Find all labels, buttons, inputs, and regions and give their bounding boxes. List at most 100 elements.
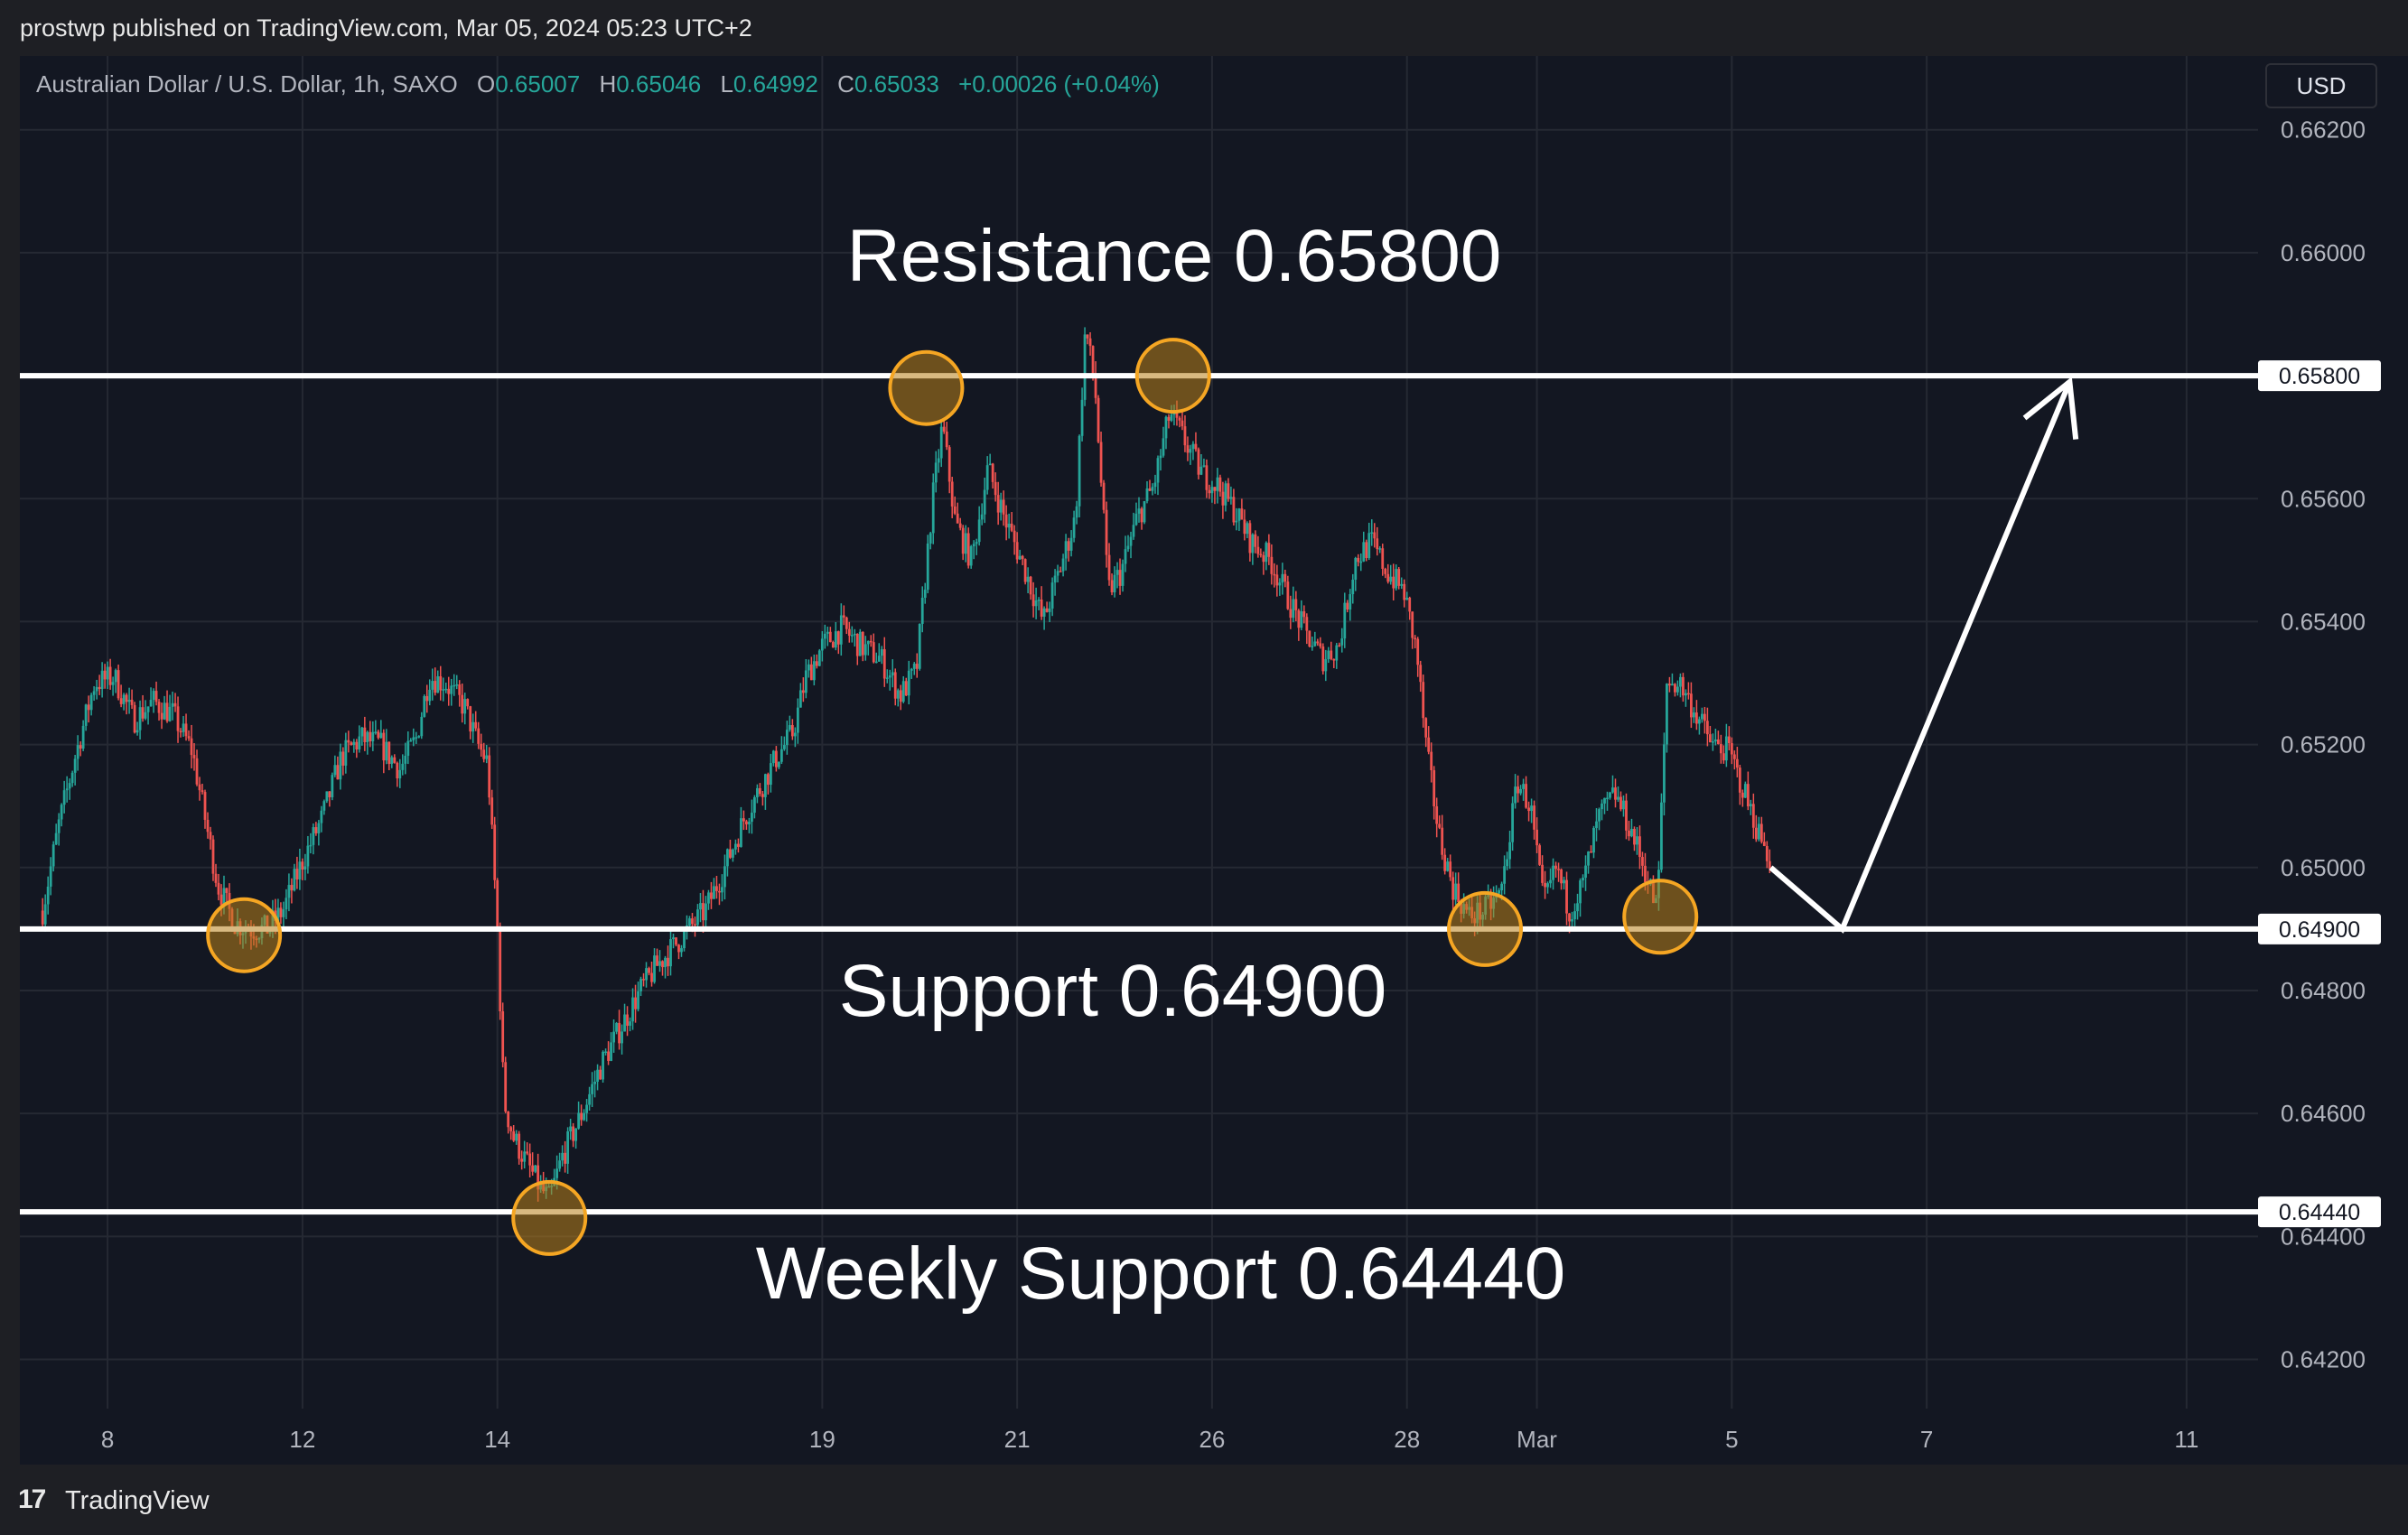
candle-body-23: [103, 670, 107, 680]
candle-body-488: [1362, 542, 1366, 562]
candle-body-402: [1129, 536, 1133, 546]
candle-body-356: [1004, 514, 1008, 528]
candle-body-337: [953, 506, 957, 514]
candle-body-509: [1419, 665, 1423, 683]
candle-body-149: [444, 688, 448, 691]
candle-body-59: [201, 790, 204, 793]
candle-body-324: [918, 623, 921, 669]
candle-body-180: [528, 1153, 532, 1166]
candle-body-155: [461, 694, 464, 714]
candle-body-129: [390, 757, 394, 764]
candle-body-294: [836, 631, 840, 645]
candle-body-58: [198, 784, 201, 791]
brand-name[interactable]: TradingView: [65, 1486, 210, 1515]
candle-body-1: [43, 904, 47, 925]
time-axis[interactable]: 8 12 14 19 21 26 28 Mar 5 7 11: [101, 1426, 2199, 1453]
candle-body-257: [737, 843, 740, 847]
footer-bar: 17 TradingView: [0, 1466, 2408, 1535]
candle-body-483: [1349, 593, 1352, 610]
candle-body-175: [515, 1133, 518, 1141]
candle-body-233: [672, 937, 675, 940]
candle-body-300: [853, 633, 856, 636]
candle-body-627: [1738, 768, 1741, 793]
candle-body-541: [1506, 859, 1509, 867]
candle-body-177: [520, 1158, 524, 1162]
candle-body-343: [969, 545, 973, 566]
candle-body-11: [70, 772, 74, 784]
candle-body-579: [1609, 792, 1611, 798]
candle-body-102: [317, 823, 321, 833]
candle-body-60: [203, 792, 207, 820]
candle-body-269: [769, 763, 772, 786]
candle-body-411: [1153, 482, 1157, 488]
candle-body-556: [1546, 883, 1549, 888]
candle-body-291: [828, 631, 832, 643]
candle-body-397: [1115, 570, 1119, 575]
candle-body-117: [358, 736, 361, 749]
candle-body-113: [347, 740, 350, 743]
candle-body-267: [764, 774, 767, 797]
candle-body-454: [1270, 556, 1274, 574]
tradingview-logo-icon[interactable]: 17: [18, 1484, 46, 1514]
candle-body-577: [1603, 797, 1606, 804]
candle-body-54: [187, 736, 191, 739]
candle-body-359: [1013, 530, 1016, 543]
candle-body-212: [615, 1023, 618, 1032]
candle-body-366: [1031, 594, 1035, 607]
candle-body-27: [114, 670, 117, 683]
candle-body-100: [312, 827, 315, 845]
candle-body-520: [1449, 861, 1452, 878]
symbol-name[interactable]: Australian Dollar / U.S. Dollar, 1h, SAX…: [36, 70, 458, 98]
candle-body-252: [723, 866, 726, 888]
candle-body-339: [958, 523, 962, 528]
candle-body-53: [184, 723, 188, 737]
candle-body-139: [417, 736, 421, 738]
candle-body-50: [176, 706, 180, 731]
candle-body-390: [1097, 397, 1100, 442]
candle-body-254: [729, 849, 732, 858]
candle-body-365: [1029, 576, 1032, 595]
candle-body-215: [623, 1014, 626, 1032]
attribution-bar: prostwp published on TradingView.com, Ma…: [0, 0, 2408, 56]
candle-body-33: [130, 700, 134, 705]
candle-body-487: [1359, 561, 1363, 563]
candle-body-214: [621, 1031, 623, 1044]
candle-body-495: [1381, 548, 1385, 569]
candle-body-500: [1395, 569, 1398, 589]
candle-body-223: [645, 968, 648, 981]
candle-body-592: [1644, 865, 1647, 883]
candle-body-284: [809, 664, 813, 681]
candle-body-469: [1311, 646, 1314, 647]
candle-body-380: [1069, 537, 1073, 551]
candle-body-410: [1151, 487, 1154, 491]
candle-body-381: [1072, 517, 1076, 538]
candle-body-457: [1278, 582, 1282, 586]
candle-body-492: [1373, 532, 1377, 539]
symbol-legend: Australian Dollar / U.S. Dollar, 1h, SAX…: [36, 70, 1160, 98]
candle-body-176: [518, 1133, 521, 1159]
candle-body-171: [504, 1062, 508, 1112]
candle-body-584: [1622, 800, 1625, 810]
candle-body-464: [1297, 609, 1301, 628]
candle-body-598: [1660, 802, 1663, 870]
candle-body-34: [133, 704, 136, 733]
candle-body-585: [1625, 800, 1628, 831]
candle-body-523: [1457, 883, 1461, 903]
currency-button[interactable]: USD: [2265, 63, 2377, 108]
candle-body-538: [1498, 890, 1501, 894]
candle-body-403: [1132, 525, 1135, 537]
candle-body-633: [1754, 827, 1758, 840]
candle-body-617: [1711, 741, 1714, 743]
candle-body-28: [117, 670, 120, 699]
candle-body-152: [453, 684, 456, 687]
candle-body-368: [1037, 600, 1041, 601]
candle-body-590: [1638, 836, 1641, 858]
candle-body-3: [49, 866, 52, 887]
candle-body-557: [1549, 879, 1552, 884]
candle-body-4: [51, 844, 55, 867]
candle-body-205: [596, 1069, 599, 1083]
candle-body-231: [667, 957, 669, 967]
candle-body-61: [206, 819, 210, 833]
high-value: 0.65046: [616, 70, 702, 98]
